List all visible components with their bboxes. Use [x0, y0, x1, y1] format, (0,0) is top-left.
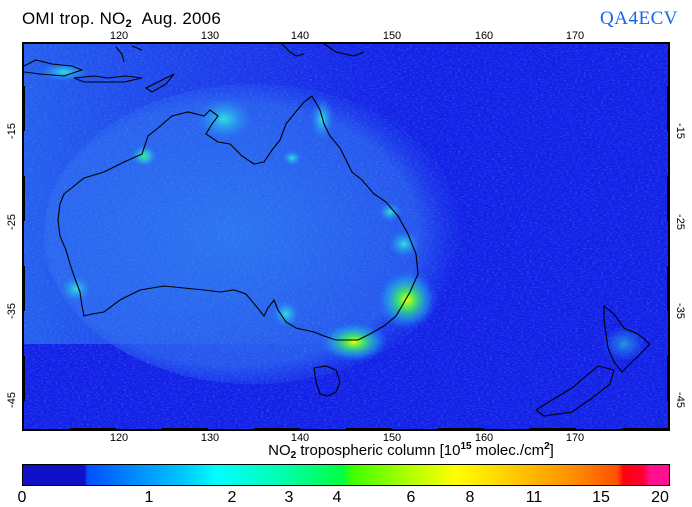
- colorbar: [22, 464, 670, 486]
- lon-tick-bottom: 160: [474, 432, 494, 444]
- lon-tick-top: 140: [290, 30, 310, 42]
- lat-tick-right: -35: [674, 303, 686, 319]
- colorbar-label: 2: [227, 489, 237, 506]
- frame-bar: [22, 176, 25, 221]
- frame-bar: [530, 428, 576, 431]
- coast-java: [24, 59, 84, 77]
- hotspot-darwin: [194, 97, 254, 141]
- colorbar-title: NO2 tropospheric column [1015 molec./cm2…: [0, 441, 692, 461]
- hotspot-melbourne: [320, 322, 388, 362]
- title-subscript: 2: [125, 18, 132, 30]
- colorbar-label: 20: [651, 489, 669, 506]
- frame-bar: [667, 176, 670, 221]
- frame-bar: [22, 86, 25, 131]
- lat-tick-right: -25: [674, 214, 686, 230]
- cb-title-part: NO: [268, 442, 291, 459]
- lon-tick-bottom: 170: [565, 432, 585, 444]
- hotspot-kimberley: [130, 144, 158, 168]
- frame-bar: [667, 86, 670, 131]
- cb-title-part: tropospheric column [10: [296, 442, 461, 459]
- colorbar-label: 11: [525, 489, 543, 506]
- frame-bar: [22, 356, 25, 401]
- colorbar-label: 1: [144, 489, 154, 506]
- frame-bar: [667, 266, 670, 311]
- hotspot-auckland: [602, 326, 646, 362]
- colorbar-label: 15: [592, 489, 610, 506]
- lon-tick-top: 160: [474, 30, 494, 42]
- hotspot-perth: [60, 275, 92, 303]
- hotspot-java: [38, 62, 90, 82]
- lon-tick-bottom: 120: [109, 432, 129, 444]
- frame-bar: [254, 428, 300, 431]
- frame-bar: [22, 266, 25, 311]
- frame-bar: [438, 428, 484, 431]
- lon-tick-bottom: 130: [200, 432, 220, 444]
- colorbar-label: 6: [406, 489, 416, 506]
- frame-bar: [622, 428, 668, 431]
- lon-tick-top: 170: [565, 30, 585, 42]
- lat-tick-left: -35: [6, 303, 18, 319]
- coast-timor: [144, 73, 175, 93]
- no2-map: [22, 42, 670, 431]
- lon-tick-top: 120: [109, 30, 129, 42]
- colorbar-label: 3: [284, 489, 294, 506]
- lat-tick-left: -25: [6, 214, 18, 230]
- frame-bar: [70, 428, 116, 431]
- lon-tick-top: 130: [200, 30, 220, 42]
- hotspot-adelaide: [272, 300, 300, 328]
- cb-title-part: ]: [549, 442, 554, 459]
- title-text: OMI trop. NO: [22, 9, 126, 28]
- map-title: OMI trop. NO2 Aug. 2006: [22, 9, 221, 30]
- coast-lesser-sunda: [73, 75, 143, 83]
- lon-tick-top: 150: [382, 30, 402, 42]
- brand-label: QA4ECV: [600, 8, 678, 29]
- frame-bar: [667, 356, 670, 401]
- map-canvas: [24, 44, 668, 429]
- lat-tick-left: -15: [6, 123, 18, 139]
- coast-nz-south: [535, 365, 615, 417]
- hotspot-brisbane: [388, 230, 420, 258]
- coast-png-etc: [115, 44, 365, 63]
- lon-tick-bottom: 150: [382, 432, 402, 444]
- lat-tick-right: -15: [674, 123, 686, 139]
- colorbar-label: 0: [17, 489, 27, 506]
- lat-tick-right: -45: [674, 392, 686, 408]
- coastlines: [24, 44, 651, 417]
- title-date: Aug. 2006: [141, 9, 221, 28]
- cb-title-part: molec./cm: [471, 442, 545, 459]
- cb-title-sup: 15: [460, 441, 472, 452]
- frame-bar: [162, 428, 208, 431]
- cb-title-sub: 2: [290, 450, 297, 461]
- cb-title-sup: 2: [544, 441, 550, 452]
- coast-tasmania: [313, 365, 341, 397]
- lat-tick-left: -45: [6, 392, 18, 408]
- hotspot-sydney: [377, 270, 437, 330]
- colorbar-label: 4: [332, 489, 342, 506]
- colorbar-label: 8: [465, 489, 475, 506]
- lon-tick-bottom: 140: [290, 432, 310, 444]
- frame-bar: [346, 428, 392, 431]
- coast-nz-north: [603, 304, 651, 373]
- coast-australia: [57, 95, 419, 341]
